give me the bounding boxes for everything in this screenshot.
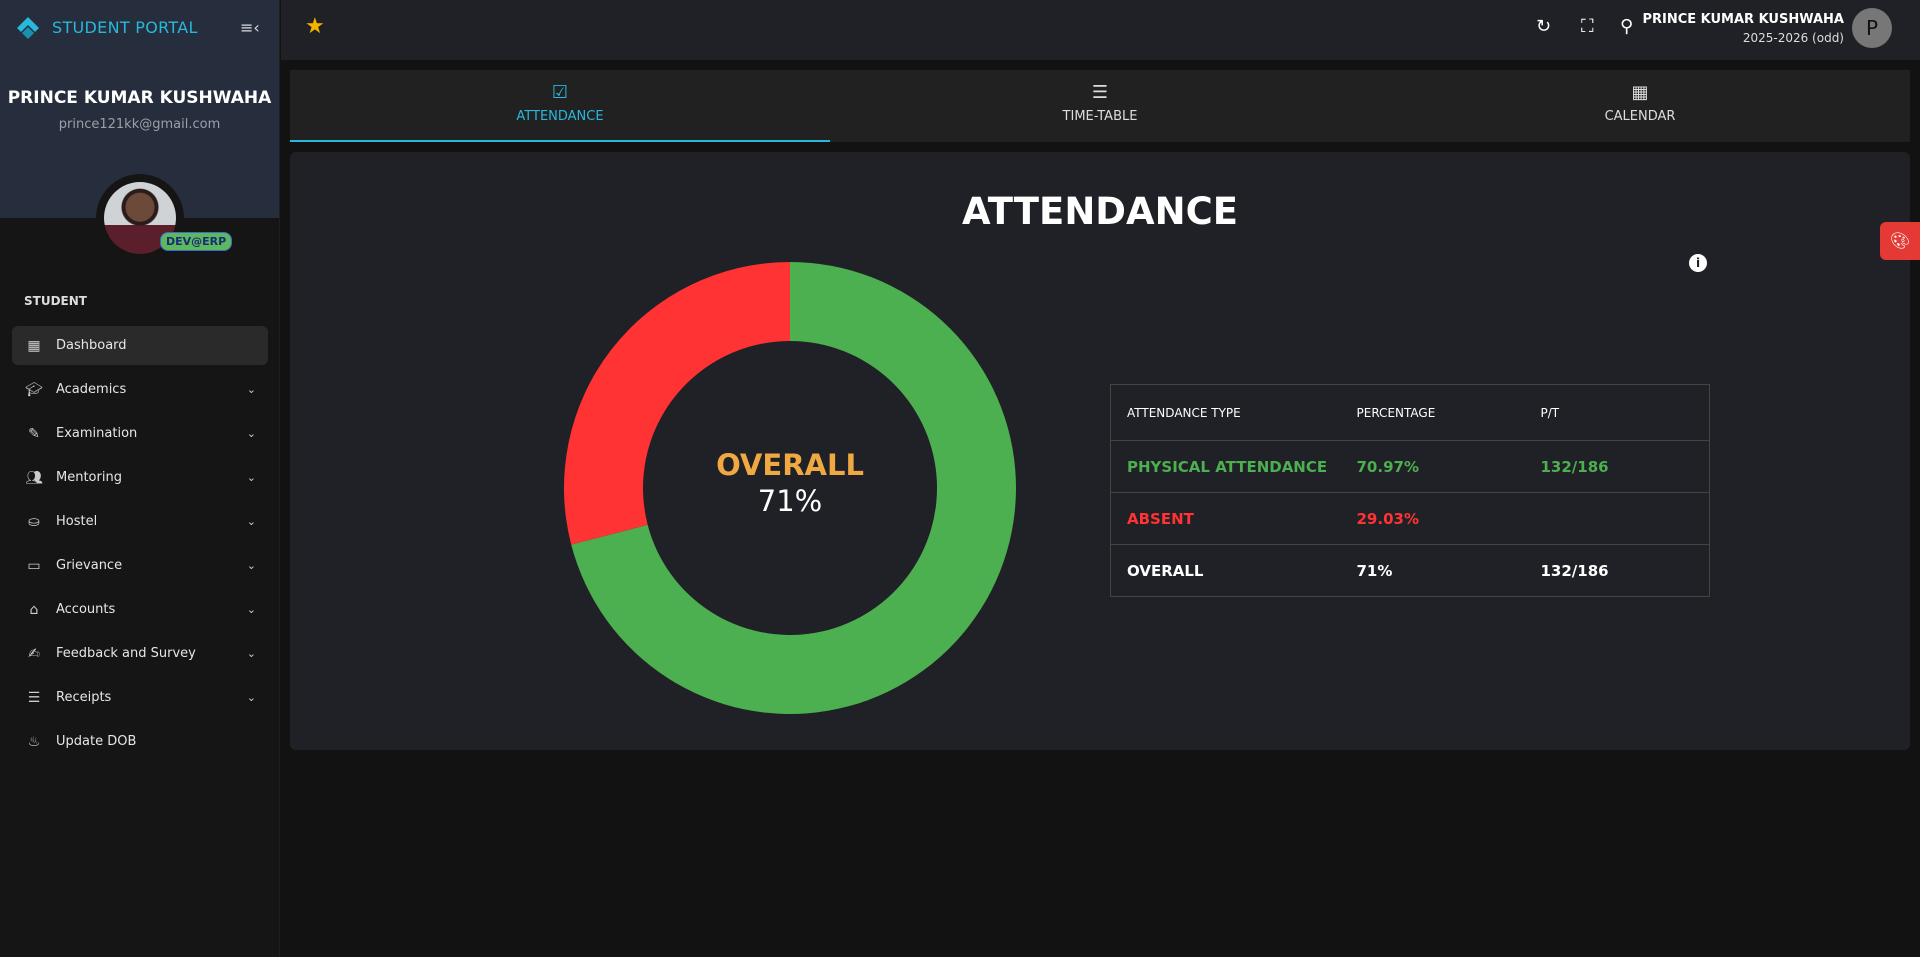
favorite-star-icon[interactable]: ★ bbox=[305, 14, 325, 39]
table-cell: 71% bbox=[1356, 561, 1393, 580]
chevron-down-icon: ⌄ bbox=[246, 691, 256, 704]
table-row: ABSENT 29.03% bbox=[1110, 492, 1710, 545]
sidebar-item-label: Academics bbox=[56, 382, 127, 397]
sidebar-item-accounts[interactable]: ⌂ Accounts ⌄ bbox=[12, 590, 268, 629]
table-cell: 132/186 bbox=[1540, 561, 1609, 580]
top-bar: ★ ↻ ⛶ ⚲ PRINCE KUMAR KUSHWAHA 2025-2026 … bbox=[281, 0, 1920, 60]
chevron-down-icon: ⌄ bbox=[246, 603, 256, 616]
table-header-row: ATTENDANCE TYPE PERCENTAGE P/T bbox=[1110, 384, 1710, 441]
user-avatar-button[interactable]: P bbox=[1852, 8, 1892, 48]
sidebar-menu: ▦ Dashboard 🎓︎ Academics ⌄ ✎ Examination ⌄ 👥︎… bbox=[12, 326, 268, 766]
theme-palette-button[interactable]: 🎨︎ bbox=[1880, 222, 1920, 260]
cake-icon: ♨ bbox=[27, 733, 41, 750]
role-badge: DEV@ERP bbox=[160, 232, 233, 251]
column-header[interactable]: ATTENDANCE TYPE bbox=[1110, 384, 1341, 441]
donut-center: OVERALL 71% bbox=[564, 448, 1016, 518]
feedback-icon: ✍ bbox=[28, 645, 40, 662]
tab-attendance[interactable]: ☑ ATTENDANCE bbox=[290, 70, 830, 142]
sidebar-item-label: Hostel bbox=[56, 514, 98, 529]
search-icon[interactable]: ⚲ bbox=[1620, 16, 1634, 37]
sidebar-item-mentoring[interactable]: 👥︎ Mentoring ⌄ bbox=[12, 458, 268, 497]
table-cell: ABSENT bbox=[1110, 492, 1341, 545]
session-label: 2025-2026 (odd) bbox=[1742, 31, 1844, 45]
pencil-icon: ✎ bbox=[28, 425, 40, 442]
sidebar-item-receipts[interactable]: ☰ Receipts ⌄ bbox=[12, 678, 268, 717]
brand-name[interactable]: STUDENT PORTAL bbox=[52, 18, 198, 37]
sidebar-item-dashboard[interactable]: ▦ Dashboard bbox=[12, 326, 268, 365]
chevron-down-icon: ⌄ bbox=[246, 515, 256, 528]
sidebar-item-label: Dashboard bbox=[56, 338, 127, 353]
topbar-user-name: PRINCE KUMAR KUSHWAHA bbox=[1642, 12, 1844, 27]
sidebar-item-examination[interactable]: ✎ Examination ⌄ bbox=[12, 414, 268, 453]
bank-icon: ⌂ bbox=[29, 601, 39, 618]
sidebar-item-academics[interactable]: 🎓︎ Academics ⌄ bbox=[12, 370, 268, 409]
calendar-icon: ▦ bbox=[1631, 82, 1649, 103]
sidebar-item-label: Accounts bbox=[56, 602, 116, 617]
tab-label: ATTENDANCE bbox=[516, 109, 604, 124]
attendance-card: ATTENDANCE i OVERALL 71% ATTENDANCE TYPE… bbox=[290, 152, 1910, 750]
chevron-down-icon: ⌄ bbox=[246, 471, 256, 484]
calendar-check-icon: ☑ bbox=[551, 82, 569, 103]
attendance-table: ATTENDANCE TYPE PERCENTAGE P/T PHYSICAL … bbox=[1110, 384, 1710, 597]
donut-slice-present[interactable] bbox=[571, 262, 1016, 714]
table-cell bbox=[1524, 492, 1710, 545]
sidebar-item-grievance[interactable]: ▭ Grievance ⌄ bbox=[12, 546, 268, 585]
table-row: OVERALL 71% 132/186 bbox=[1111, 545, 1710, 597]
people-icon: 👥︎ bbox=[25, 469, 43, 486]
chevron-down-icon: ⌄ bbox=[246, 383, 256, 396]
table-cell: 132/186 bbox=[1524, 440, 1710, 493]
attendance-donut-chart bbox=[564, 262, 1016, 714]
sidebar-item-hostel[interactable]: ⛀ Hostel ⌄ bbox=[12, 502, 268, 541]
collapse-menu-icon[interactable]: ≡‹ bbox=[240, 18, 260, 37]
column-header[interactable]: PERCENTAGE bbox=[1340, 384, 1525, 441]
table-cell: OVERALL bbox=[1127, 561, 1204, 580]
tab-label: CALENDAR bbox=[1604, 109, 1676, 124]
sidebar-item-label: Update DOB bbox=[56, 734, 137, 749]
sidebar-item-label: Receipts bbox=[56, 690, 112, 705]
sidebar-item-label: Mentoring bbox=[56, 470, 122, 485]
fullscreen-icon[interactable]: ⛶ bbox=[1581, 16, 1594, 37]
sidebar-item-label: Feedback and Survey bbox=[56, 646, 196, 661]
logo-icon bbox=[17, 17, 39, 39]
sidebar-item-update-dob[interactable]: ♨ Update DOB bbox=[12, 722, 268, 761]
refresh-icon[interactable]: ↻ bbox=[1536, 16, 1552, 37]
dashboard-icon: ▦ bbox=[27, 337, 41, 354]
user-email: prince121kk@gmail.com bbox=[58, 117, 221, 132]
page-title: ATTENDANCE bbox=[961, 190, 1239, 233]
tab-calendar[interactable]: ▦ CALENDAR bbox=[1370, 70, 1910, 142]
table-cell: PHYSICAL ATTENDANCE bbox=[1110, 440, 1341, 493]
table-row: PHYSICAL ATTENDANCE 70.97% 132/186 bbox=[1110, 440, 1710, 493]
donut-center-label: OVERALL bbox=[716, 448, 864, 482]
list-icon: ☰ bbox=[1091, 82, 1109, 103]
receipt-icon: ☰ bbox=[27, 689, 41, 706]
sidebar: STUDENT PORTAL ≡‹ PRINCE KUMAR KUSHWAHA … bbox=[0, 0, 280, 957]
table-cell: 70.97% bbox=[1340, 440, 1525, 493]
chevron-down-icon: ⌄ bbox=[246, 559, 256, 572]
sidebar-item-label: Examination bbox=[56, 426, 138, 441]
tab-bar: ☑ ATTENDANCE ☰ TIME-TABLE ▦ CALENDAR bbox=[290, 70, 1910, 142]
ticket-icon: ▭ bbox=[27, 557, 41, 574]
chevron-down-icon: ⌄ bbox=[246, 427, 256, 440]
info-icon[interactable]: i bbox=[1689, 254, 1707, 272]
tab-time-table[interactable]: ☰ TIME-TABLE bbox=[830, 70, 1370, 142]
user-name: PRINCE KUMAR KUSHWAHA bbox=[7, 88, 272, 108]
tab-label: TIME-TABLE bbox=[1062, 109, 1138, 124]
table-cell: 29.03% bbox=[1340, 492, 1525, 545]
donut-slice-absent[interactable] bbox=[564, 262, 790, 545]
bed-icon: ⛀ bbox=[28, 513, 40, 530]
column-header[interactable]: P/T bbox=[1524, 384, 1710, 441]
section-label: STUDENT bbox=[24, 294, 87, 308]
school-icon: 🎓︎ bbox=[25, 381, 43, 398]
sidebar-item-label: Grievance bbox=[56, 558, 123, 573]
chevron-down-icon: ⌄ bbox=[246, 647, 256, 660]
donut-center-value: 71% bbox=[757, 484, 823, 518]
sidebar-item-feedback[interactable]: ✍ Feedback and Survey ⌄ bbox=[12, 634, 268, 673]
